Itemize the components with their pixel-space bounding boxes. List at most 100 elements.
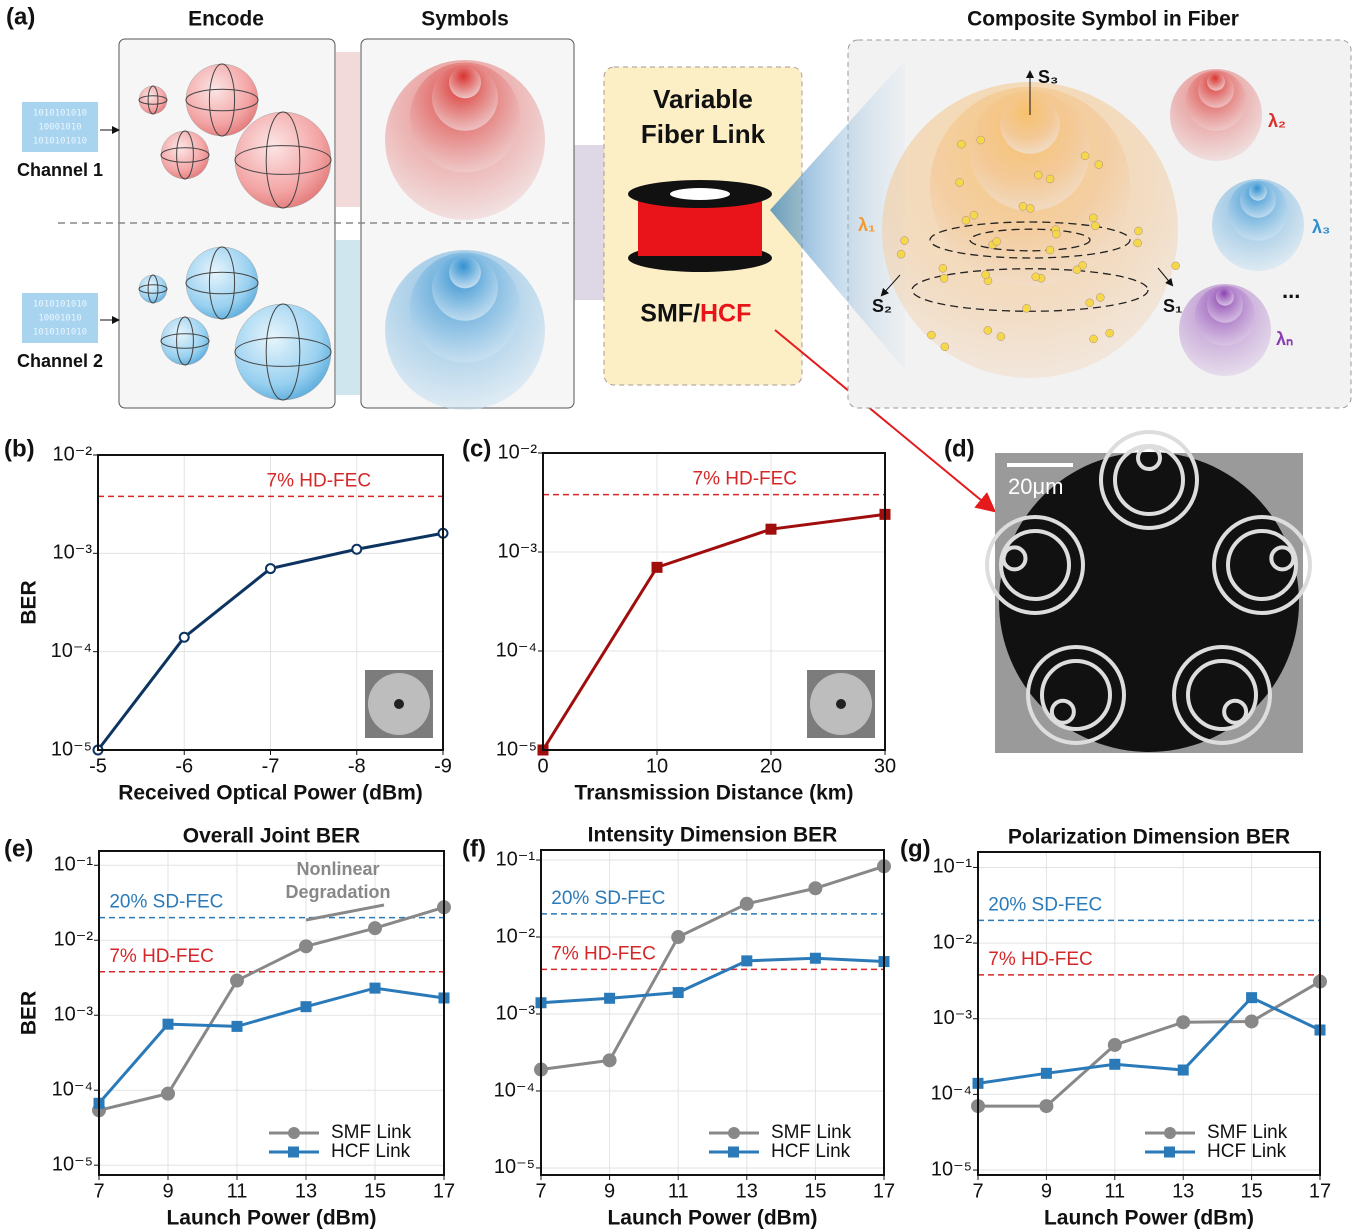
sphere [449, 66, 481, 98]
bits: 10001010 [38, 314, 81, 324]
link-title: Variable [653, 84, 753, 114]
y-tick-label: 10⁻⁴ [494, 1079, 535, 1101]
legend-label: SMF Link [331, 1122, 412, 1143]
marker [1109, 1059, 1120, 1070]
heading: Symbols [421, 8, 509, 31]
x-tick-label: 17 [873, 1180, 895, 1202]
legend-marker [1164, 1127, 1176, 1139]
dot [901, 237, 909, 245]
y-tick-label: 10⁻⁴ [51, 640, 92, 662]
inset [836, 699, 846, 709]
heading: Composite Symbol in Fiber [967, 8, 1239, 31]
x-axis-label: Launch Power (dBm) [1044, 1207, 1254, 1229]
band [336, 240, 360, 395]
dot [1086, 299, 1094, 307]
legend-marker [728, 1127, 740, 1139]
dot [957, 140, 965, 148]
dot [1034, 171, 1042, 179]
band [336, 52, 360, 207]
y-tick-label: 10⁻³ [498, 540, 538, 562]
fiber-micrograph: 20μm [987, 432, 1310, 753]
panel-label: (f) [462, 835, 486, 862]
threshold-label: 20% SD-FEC [551, 888, 665, 909]
fiber-type: HCF [700, 300, 751, 328]
wavelength-label: λ₁ [858, 215, 875, 235]
dot [1026, 204, 1034, 212]
marker [162, 1088, 174, 1100]
dot [897, 250, 905, 258]
x-tick-label: 9 [604, 1180, 615, 1202]
legend-marker [288, 1147, 299, 1158]
dot [1096, 293, 1104, 301]
dot [1089, 214, 1097, 222]
link-title: Fiber Link [641, 119, 766, 149]
marker [163, 1019, 174, 1030]
dot [1046, 246, 1054, 254]
marker [672, 931, 684, 943]
dot [962, 216, 970, 224]
x-axis-label: Launch Power (dBm) [607, 1207, 817, 1229]
scale-label: 20μm [1008, 474, 1063, 499]
marker [1246, 992, 1257, 1003]
x-tick-label: -6 [175, 755, 193, 777]
panel-label: (c) [462, 435, 491, 462]
marker [766, 524, 777, 535]
threshold-label: 7% HD-FEC [267, 470, 372, 491]
x-tick-label: 11 [668, 1180, 689, 1202]
x-tick-label: 13 [1172, 1180, 1194, 1202]
marker [604, 993, 615, 1004]
chart-title: Overall Joint BER [183, 825, 360, 848]
legend-marker [728, 1147, 739, 1158]
x-tick-label: -7 [262, 755, 280, 777]
sphere [161, 317, 209, 365]
x-tick-label: 20 [760, 755, 782, 777]
y-axis-label: BER [18, 580, 41, 624]
dot [1134, 239, 1142, 247]
panel-label: (d) [944, 435, 975, 462]
y-tick-label: 10⁻⁴ [52, 1078, 93, 1100]
legend-marker [1164, 1147, 1175, 1158]
x-tick-label: 7 [535, 1180, 546, 1202]
x-tick-label: -9 [434, 755, 452, 777]
wavelength-label: λ₃ [1312, 217, 1330, 237]
x-tick-label: 13 [295, 1180, 317, 1202]
marker [266, 564, 275, 573]
x-tick-label: 17 [433, 1180, 455, 1202]
y-tick-label: 10⁻² [54, 929, 94, 951]
y-tick-label: 10⁻¹ [933, 856, 973, 878]
sphere [186, 247, 258, 319]
panel-label: (g) [900, 835, 931, 862]
bits: 1010101010 [33, 137, 87, 147]
marker [180, 633, 189, 642]
dot [982, 271, 990, 279]
panel-label: (b) [4, 435, 35, 462]
annotation: Nonlinear [296, 859, 379, 879]
y-tick-label: 10⁻⁵ [51, 738, 92, 760]
marker [300, 940, 312, 952]
dot [1134, 227, 1142, 235]
y-axis-label: BER [18, 991, 41, 1035]
y-tick-label: 10⁻² [498, 441, 538, 463]
sphere [161, 131, 209, 179]
stokes-label: S₁ [1163, 296, 1182, 316]
marker [741, 955, 752, 966]
y-tick-label: 10⁻² [933, 931, 973, 953]
marker [810, 953, 821, 964]
legend-label: SMF Link [771, 1122, 852, 1143]
sphere [139, 86, 167, 114]
y-tick-label: 10⁻³ [496, 1002, 536, 1024]
marker [1109, 1039, 1121, 1051]
marker [1040, 1100, 1052, 1112]
y-tick-label: 10⁻⁵ [496, 738, 537, 760]
bits: 1010101010 [33, 300, 87, 310]
dot [1172, 262, 1180, 270]
dot [1023, 304, 1031, 312]
y-tick-label: 10⁻³ [933, 1007, 973, 1029]
sphere [235, 112, 331, 208]
panel-label: (a) [6, 3, 35, 30]
dot [1081, 152, 1089, 160]
marker [652, 562, 663, 573]
wavelength-label: λₙ [1276, 329, 1293, 349]
stokes-label: S₂ [872, 296, 892, 316]
x-tick-label: 11 [227, 1180, 248, 1202]
